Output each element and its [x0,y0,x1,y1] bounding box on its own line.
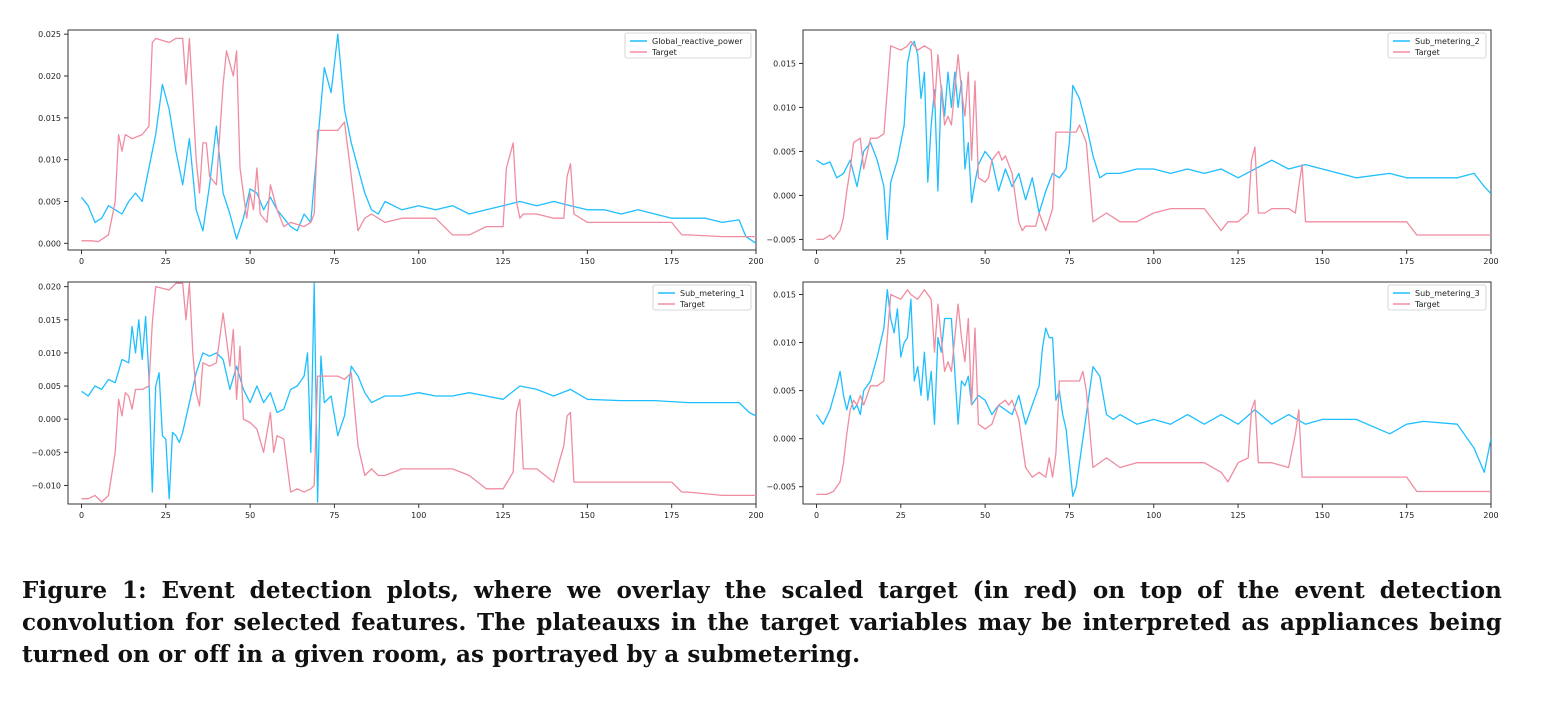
x-tick-label: 125 [1230,511,1245,520]
y-tick-label: −0.005 [31,448,61,457]
legend-label: Target [651,48,677,57]
legend-box [624,32,752,59]
plot-sub-metering-2: −0.005 0.000 0.005 0.010 0.015 0 25 50 75 100 125 1… [766,29,1499,266]
legend-label: Target [1414,300,1440,309]
y-tick-label: 0.010 [38,349,61,358]
x-tick-label: 100 [1146,257,1161,266]
y-tick-label: 0.010 [38,156,61,165]
x-tick-label: 0 [79,257,84,266]
y-tick-label: 0.000 [773,191,796,200]
feature-series-line [816,40,1491,241]
x-tick-label: 175 [664,257,679,266]
x-tick-label: 125 [495,257,510,266]
x-tick-label: 25 [896,511,906,520]
legend-label: Target [1414,48,1440,57]
feature-series-line [81,282,756,503]
x-tick-label: 200 [1483,257,1498,266]
y-tick-label: 0.000 [38,415,61,424]
legend-box [1387,32,1487,59]
x-tick-label: 200 [748,257,763,266]
x-tick-label: 50 [980,511,990,520]
y-tick-label: 0.015 [38,316,61,325]
x-tick-label: 150 [580,257,595,266]
x-tick-label: 175 [664,511,679,520]
x-tick-label: 125 [1230,257,1245,266]
legend-label: Sub_metering_1 [680,289,745,298]
plot-sub-metering-3: −0.005 0.000 0.005 0.010 0.015 0 25 50 75 100 125 1… [766,281,1499,520]
feature-series-line [815,289,1491,497]
target-series-line [81,37,756,243]
x-tick-label: 0 [814,511,819,520]
x-tick-label: 150 [580,511,595,520]
x-tick-label: 100 [411,257,426,266]
y-tick-label: −0.005 [766,483,796,492]
plot-global-reactive-power: 0.000 0.005 0.010 0.015 0.020 0.025 0 25 50 75 100… [38,29,764,266]
x-tick-label: 0 [814,257,819,266]
x-tick-label: 75 [329,511,339,520]
x-tick-label: 75 [1064,257,1074,266]
x-tick-label: 200 [1483,511,1498,520]
y-tick-label: 0.025 [38,30,61,39]
legend-label: Sub_metering_2 [1415,37,1480,46]
x-tick-label: 50 [980,257,990,266]
plot-frame [67,281,757,505]
legend-box [652,284,752,311]
x-tick-label: 0 [79,511,84,520]
plot-frame [67,29,757,251]
x-tick-label: 25 [896,257,906,266]
y-tick-label: 0.005 [773,147,796,156]
y-tick-label: 0.010 [773,103,796,112]
x-tick-label: 100 [1146,511,1161,520]
y-tick-label: 0.015 [773,59,796,68]
x-tick-label: 175 [1399,257,1414,266]
x-tick-label: 100 [411,511,426,520]
x-tick-label: 25 [161,511,171,520]
legend-box [1387,284,1487,311]
y-tick-label: 0.005 [773,387,796,396]
legend-label: Global_reactive_power [652,37,743,46]
figure-caption: Figure 1: Event detection plots, where w… [22,577,1502,668]
x-tick-label: 175 [1399,511,1414,520]
target-series-line [81,282,756,503]
x-tick-label: 150 [1315,511,1330,520]
y-tick-label: 0.015 [38,114,61,123]
x-tick-label: 25 [161,257,171,266]
plot-frame [802,281,1492,505]
y-tick-label: −0.005 [766,235,796,244]
x-tick-label: 50 [245,511,255,520]
y-tick-label: 0.005 [38,382,61,391]
x-tick-label: 200 [748,511,763,520]
target-series-line [816,40,1491,241]
x-tick-label: 75 [1064,511,1074,520]
legend-label: Target [679,300,705,309]
y-tick-label: 0.000 [773,435,796,444]
x-tick-label: 150 [1315,257,1330,266]
y-tick-label: 0.015 [773,290,796,299]
x-tick-label: 75 [329,257,339,266]
y-tick-label: 0.010 [773,339,796,348]
x-tick-label: 125 [495,511,510,520]
x-tick-label: 50 [245,257,255,266]
legend-label: Sub_metering_3 [1415,289,1480,298]
y-tick-label: −0.010 [31,481,61,490]
target-series-line [816,289,1491,496]
y-tick-label: 0.000 [38,239,61,248]
plot-sub-metering-1: −0.010 −0.005 0.000 0.005 0.010 0.015 0.020 0 25… [31,281,764,520]
plot-frame [802,29,1492,251]
y-tick-label: 0.020 [38,72,61,81]
y-tick-label: 0.020 [38,283,61,292]
y-tick-label: 0.005 [38,197,61,206]
